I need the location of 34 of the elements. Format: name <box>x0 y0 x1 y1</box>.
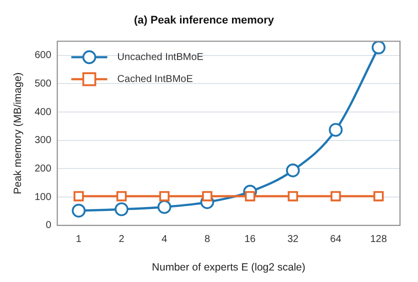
y-tick-label: 200 <box>34 163 52 174</box>
y-tick-label: 0 <box>46 220 52 232</box>
x-tick-label: 32 <box>287 234 299 246</box>
x-tick-label: 4 <box>162 234 168 246</box>
point <box>328 123 343 137</box>
y-tick-label: 400 <box>34 106 52 118</box>
y-tick-label: 600 <box>34 50 52 62</box>
x-tick-label: 2 <box>118 234 125 246</box>
y-tick-label: 100 <box>34 192 52 203</box>
point <box>330 191 341 202</box>
y-tick-label: 500 <box>34 78 52 90</box>
x-tick-label: 64 <box>330 234 342 246</box>
x-tick-label: 16 <box>244 234 256 246</box>
point <box>373 191 384 202</box>
point <box>202 191 212 202</box>
y-tick-label: 300 <box>34 135 52 146</box>
point <box>74 191 84 202</box>
point <box>116 191 127 202</box>
x-tick-label: 128 <box>370 234 388 246</box>
x-tick-label: 8 <box>204 234 210 246</box>
point <box>157 200 172 214</box>
point <box>114 202 128 216</box>
point <box>286 164 300 178</box>
point <box>159 191 170 202</box>
x-axis-title: Number of experts E (log2 scale) <box>152 262 306 274</box>
point <box>244 191 256 202</box>
y-axis-title: Peak memory (MB/image) <box>12 72 24 194</box>
legend-label: Cached IntBMoE <box>117 74 194 85</box>
legend-label: Uncached IntBMoE <box>117 52 204 63</box>
x-tick-label: 1 <box>76 234 82 246</box>
point <box>72 204 86 218</box>
point <box>288 191 298 202</box>
chart-title: (a) Peak inference memory <box>134 14 275 27</box>
point <box>372 41 386 54</box>
